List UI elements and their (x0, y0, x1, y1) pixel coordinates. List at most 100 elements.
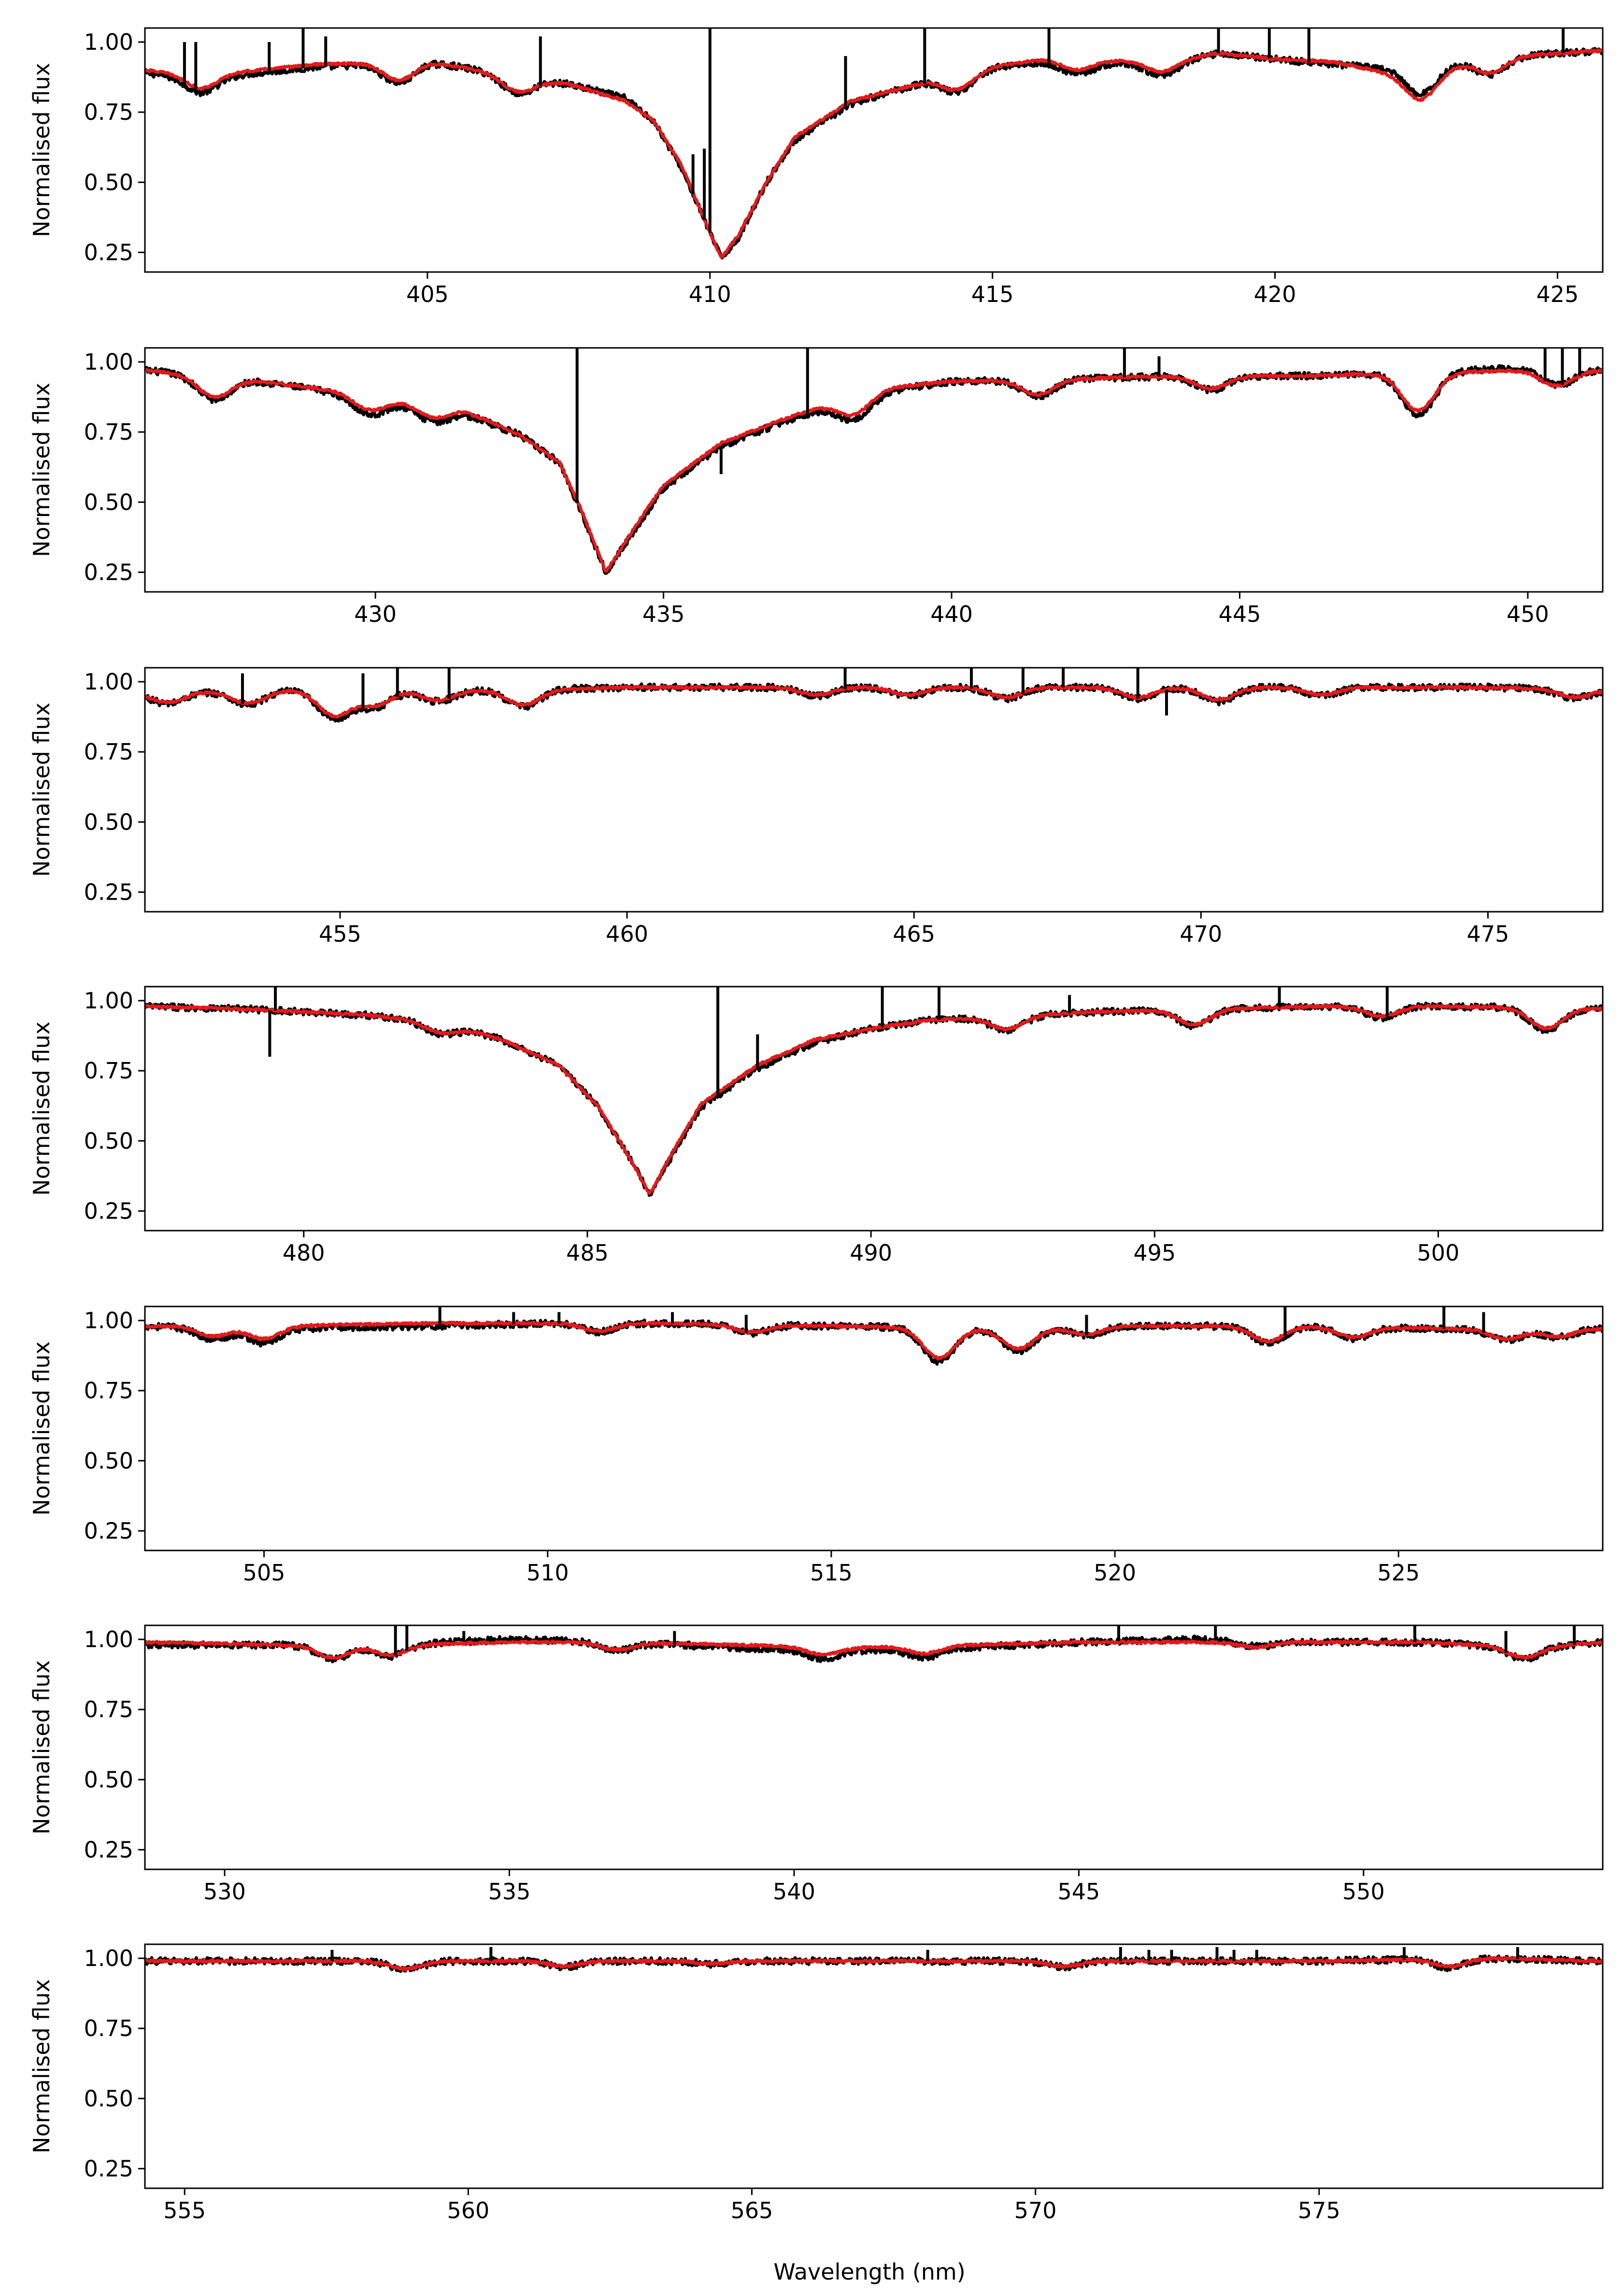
x-tick-label: 540 (773, 1879, 815, 1905)
panel-1: 0.25 0.50 0.75 1.00 405 410 415 420 425 Normalise… (28, 27, 1604, 307)
y-tick-label: 0.25 (84, 1518, 133, 1544)
x-tick-label: 450 (1507, 601, 1549, 627)
y-tick-label: 0.75 (84, 419, 133, 445)
y-tick-label: 1.00 (84, 1307, 133, 1334)
y-tick-label: 0.75 (84, 739, 133, 765)
observed-spectrum-line (145, 1954, 1603, 1973)
model-spectrum-line (145, 1956, 1603, 1971)
y-tick-label: 0.25 (84, 1198, 133, 1224)
y-tick-label: 0.50 (84, 1766, 133, 1793)
model-spectrum-line (145, 1639, 1603, 1660)
y-axis-label: Normalised flux (28, 1021, 55, 1196)
y-tick-label: 0.75 (84, 99, 133, 125)
y-tick-label: 1.00 (84, 988, 133, 1014)
y-tick-label: 0.50 (84, 169, 133, 195)
x-tick-label: 460 (606, 921, 648, 947)
observed-spectrum-line (145, 364, 1603, 575)
x-tick-label: 435 (642, 601, 685, 627)
x-tick-label: 425 (1537, 281, 1579, 307)
y-tick-label: 0.25 (84, 1837, 133, 1863)
y-tick-label: 0.75 (84, 1058, 133, 1084)
axes-frame (144, 347, 1604, 593)
plot-area (145, 1625, 1603, 1664)
panel-6: 0.25 0.50 0.75 1.00 530 535 540 545 550 Normalise… (28, 1624, 1604, 1905)
x-tick-label: 560 (447, 2197, 489, 2224)
x-tick-label: 500 (1417, 1240, 1460, 1266)
plot-area (145, 28, 1603, 260)
x-tick-label: 535 (488, 1879, 531, 1905)
y-tick-label: 0.50 (84, 1128, 133, 1154)
x-tick-label: 575 (1298, 2197, 1340, 2224)
y-axis-label: Normalised flux (28, 63, 55, 237)
y-tick-label: 0.75 (84, 1696, 133, 1722)
axes-frame (144, 1306, 1604, 1551)
model-spectrum-line (145, 1004, 1603, 1195)
axes-frame (144, 27, 1604, 273)
model-spectrum-line (145, 685, 1603, 719)
x-tick-label: 550 (1342, 1879, 1385, 1905)
x-tick-label: 505 (243, 1560, 285, 1586)
x-tick-label: 420 (1254, 281, 1296, 307)
x-tick-label: 470 (1180, 921, 1222, 947)
x-tick-label: 415 (971, 281, 1014, 307)
x-tick-label: 565 (731, 2197, 773, 2224)
y-axis-label: Normalised flux (28, 1979, 55, 2153)
model-spectrum-line (145, 368, 1603, 573)
panel-4: 0.25 0.50 0.75 1.00 480 485 490 495 500 Normalise… (28, 986, 1604, 1266)
y-axis-label: Normalised flux (28, 383, 55, 557)
observed-spectrum-line (145, 47, 1603, 260)
x-tick-label: 410 (689, 281, 731, 307)
axes-frame (144, 667, 1604, 913)
x-tick-label: 510 (527, 1560, 569, 1586)
x-tick-label: 525 (1377, 1560, 1420, 1586)
plot-area (145, 668, 1603, 723)
y-tick-label: 0.50 (84, 809, 133, 835)
y-tick-label: 0.25 (84, 2155, 133, 2181)
panel-5: 0.25 0.50 0.75 1.00 505 510 515 520 525 Normalise… (28, 1306, 1604, 1586)
panel-3: 0.25 0.50 0.75 1.00 455 460 465 470 475 Normalise… (28, 667, 1604, 947)
x-tick-label: 480 (283, 1240, 325, 1266)
plot-area (145, 987, 1603, 1197)
y-tick-label: 0.75 (84, 1378, 133, 1404)
y-tick-label: 0.25 (84, 239, 133, 265)
y-tick-label: 1.00 (84, 29, 133, 55)
y-axis-label: Normalised flux (28, 703, 55, 877)
y-tick-label: 0.25 (84, 559, 133, 585)
y-tick-label: 0.50 (84, 1448, 133, 1474)
y-tick-label: 1.00 (84, 1945, 133, 1971)
y-tick-label: 1.00 (84, 669, 133, 695)
x-tick-label: 440 (930, 601, 973, 627)
y-tick-label: 0.50 (84, 2085, 133, 2111)
x-tick-label: 495 (1133, 1240, 1176, 1266)
x-tick-label: 465 (893, 921, 935, 947)
x-tick-label: 445 (1219, 601, 1261, 627)
x-tick-label: 515 (810, 1560, 853, 1586)
x-axis-label: Wavelength (nm) (773, 2259, 965, 2285)
panel-7: 0.25 0.50 0.75 1.00 555 560 565 570 575 Normalise… (28, 1943, 1604, 2224)
x-tick-label: 430 (354, 601, 397, 627)
model-spectrum-line (145, 48, 1603, 259)
plot-area (145, 348, 1603, 575)
x-tick-label: 455 (319, 921, 361, 947)
x-tick-label: 555 (163, 2197, 206, 2224)
plot-area (145, 1947, 1603, 1973)
x-tick-label: 520 (1094, 1560, 1136, 1586)
observed-spectrum-line (145, 1001, 1603, 1197)
x-tick-label: 475 (1466, 921, 1509, 947)
x-tick-label: 570 (1014, 2197, 1057, 2224)
x-tick-label: 405 (406, 281, 449, 307)
y-tick-label: 0.75 (84, 2015, 133, 2041)
x-tick-label: 545 (1058, 1879, 1100, 1905)
panel-2: 0.25 0.50 0.75 1.00 430 435 440 445 450 Normalise… (28, 347, 1604, 627)
y-axis-label: Normalised flux (28, 1341, 55, 1516)
y-tick-label: 1.00 (84, 349, 133, 375)
x-tick-label: 490 (850, 1240, 892, 1266)
axes-frame (144, 1943, 1604, 2189)
axes-frame (144, 986, 1604, 1232)
y-tick-label: 0.50 (84, 489, 133, 515)
panels: 0.25 0.50 0.75 1.00 405 410 415 420 425 Normalise… (28, 27, 1604, 2224)
plot-area (145, 1306, 1603, 1366)
y-tick-label: 0.25 (84, 879, 133, 905)
x-tick-label: 485 (566, 1240, 609, 1266)
